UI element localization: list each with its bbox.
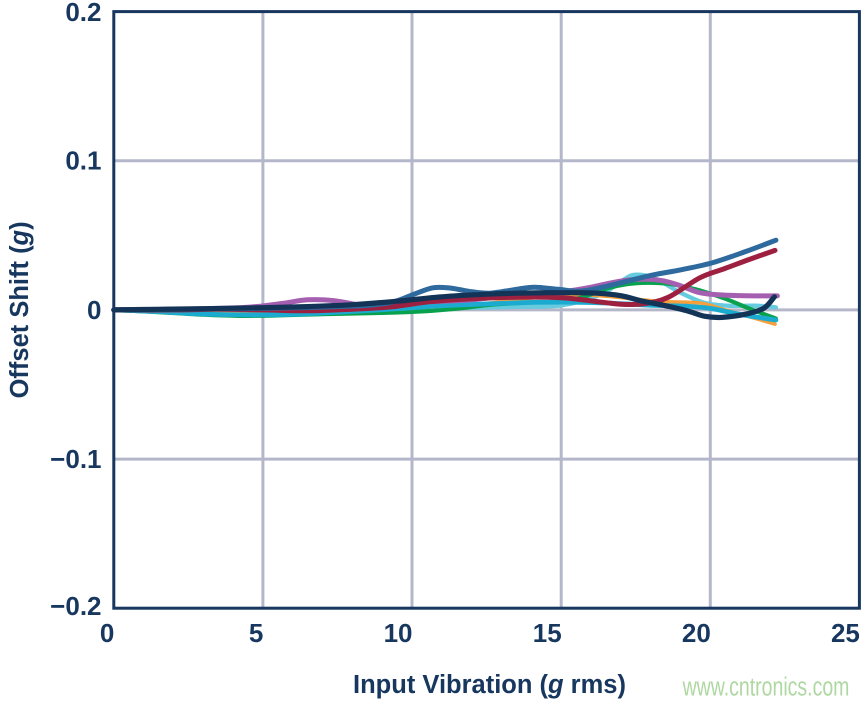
svg-text:−0.1: −0.1 [50,444,101,474]
svg-text:−0.2: −0.2 [50,591,101,621]
svg-text:Offset Shift (g): Offset Shift (g) [6,221,34,398]
svg-text:0.2: 0.2 [65,0,101,27]
svg-text:0: 0 [100,618,114,648]
svg-text:5: 5 [249,618,263,648]
svg-text:20: 20 [682,618,711,648]
svg-text:15: 15 [533,618,562,648]
svg-text:www.cntronics.com: www.cntronics.com [682,672,850,701]
svg-text:Input Vibration (g rms): Input Vibration (g rms) [353,671,626,699]
svg-text:10: 10 [384,618,413,648]
svg-text:0.1: 0.1 [65,146,101,176]
svg-text:25: 25 [831,618,860,648]
svg-text:0: 0 [87,295,101,325]
